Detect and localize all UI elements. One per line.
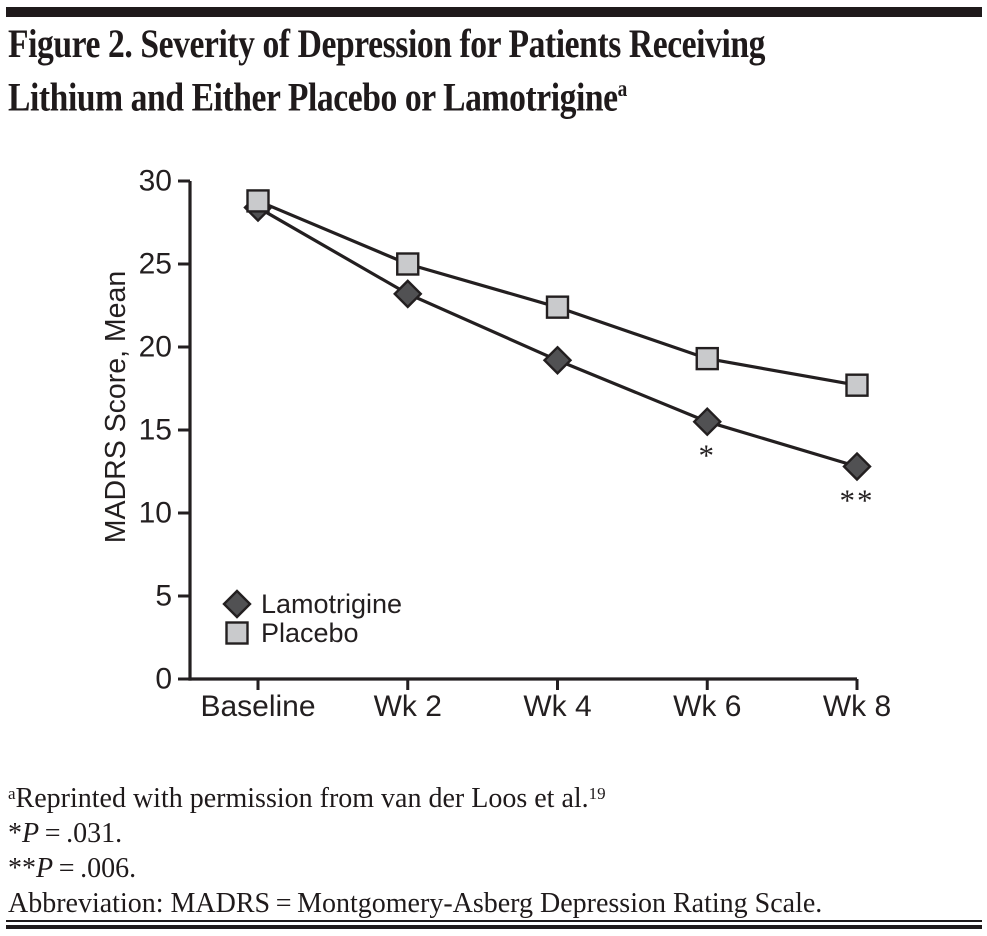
footnote-abbreviation: Abbreviation: MADRS = Montgomery-Asberg … [8, 888, 823, 919]
placebo-marker-wk-4 [545, 295, 570, 319]
top-rule [6, 7, 982, 17]
lamotrigine-line [257, 206, 858, 469]
y-tick-label-25: 25 [139, 248, 172, 281]
lamotrigine-marker-wk-4 [542, 345, 573, 375]
y-tick-label-10: 10 [139, 497, 172, 530]
x-tick-label-wk-8: Wk 8 [823, 690, 891, 723]
y-axis-label: MADRS Score, Mean [100, 271, 132, 543]
legend-label-lamotrigine: Lamotrigine [261, 589, 402, 619]
placebo-marker-wk-6 [695, 346, 719, 371]
footnote-pvalue-2-p: P [36, 853, 54, 884]
footnote-pvalue-2: **P = .006. [8, 851, 978, 886]
x-tick-label-wk-4: Wk 4 [523, 690, 591, 723]
figure-title-line-2: Lithium and Either Placebo or Lamotrigin… [8, 66, 831, 119]
footnote-pvalue-1: *P = .031. [8, 816, 978, 851]
y-tick-label-15: 15 [139, 414, 172, 447]
footnote-pvalue-1-value: = .031. [39, 818, 123, 849]
figure-title-line-2-text: Lithium and Either Placebo or Lamotrigin… [8, 74, 618, 120]
title-footnote-marker: a [617, 76, 628, 101]
figure-title-line-1: Figure 2. Severity of Depression for Pat… [8, 21, 766, 66]
x-tick-label-wk-2: Wk 2 [374, 690, 442, 723]
footnote-reprint: aReprinted with permission from van der … [8, 781, 978, 816]
footnote-reprint-text: Reprinted with permission from van der L… [15, 783, 589, 814]
bottom-rule [6, 920, 982, 929]
footnote-pvalue-2-value: = .006. [53, 853, 137, 884]
figure-title: Figure 2. Severity of Depression for Pat… [8, 21, 987, 119]
madrs-line-chart: 0 5 10 15 20 25 30 Baseline Wk 2 Wk 4 Wk 6 Wk 8 MADR… [100, 165, 891, 724]
lamotrigine-marker-wk-6 [692, 407, 722, 437]
footnote-reprint-ref: 19 [588, 784, 606, 804]
y-tick-label-30: 30 [139, 165, 172, 198]
placebo-marker-wk-2 [396, 252, 420, 276]
footnotes: aReprinted with permission from van der … [8, 781, 978, 921]
legend-swatch-placebo [225, 621, 249, 645]
placebo-marker-baseline [246, 189, 270, 213]
significance-wk-8: ** [840, 483, 875, 518]
placebo-marker-wk-8 [845, 373, 869, 397]
footnote-pvalue-1-p: P [22, 818, 40, 849]
x-tick-label-baseline: Baseline [200, 690, 315, 723]
y-tick-label-20: 20 [139, 331, 172, 364]
significance-wk-6: * [699, 438, 717, 473]
footnote-pvalue-1-stars: * [8, 818, 22, 849]
lamotrigine-marker-wk-8 [842, 451, 872, 482]
legend-swatch-lamotrigine [222, 589, 252, 619]
x-tick-label-wk-6: Wk 6 [673, 690, 741, 723]
y-tick-label-0: 0 [155, 663, 172, 696]
footnote-pvalue-2-stars: ** [8, 853, 36, 884]
y-tick-label-5: 5 [155, 580, 172, 613]
lamotrigine-marker-wk-2 [393, 279, 423, 309]
footnote-reprint-sup: a [8, 784, 16, 804]
legend-label-placebo: Placebo [261, 618, 359, 648]
